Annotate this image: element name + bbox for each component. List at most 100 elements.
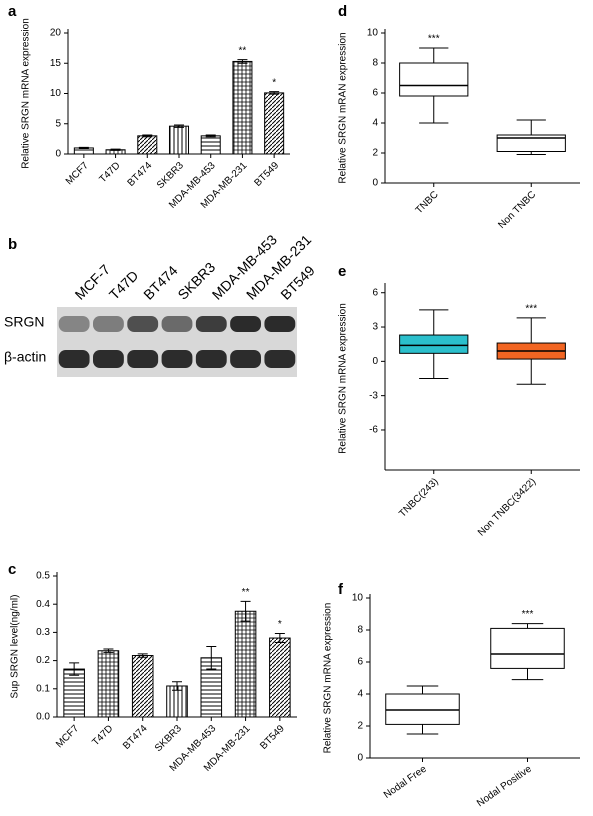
error-bar — [110, 148, 121, 151]
y-tick-label: 8 — [357, 625, 363, 636]
y-tick-label: 15 — [50, 58, 62, 69]
whisker-low — [406, 724, 439, 735]
x-tick-label: SKBR3 — [155, 160, 186, 191]
significance: *** — [428, 34, 440, 45]
y-tick-label: 4 — [357, 689, 363, 700]
bar — [234, 610, 257, 718]
band — [127, 350, 159, 368]
x-tick-label: SKBR3 — [153, 723, 184, 754]
y-tick-label: 8 — [372, 58, 378, 69]
lane-label: BT474 — [140, 262, 181, 303]
band — [264, 316, 296, 332]
error-bar — [274, 633, 285, 644]
y-axis-label: Relative SRGN mRNA expression — [338, 303, 349, 454]
y-tick-label: -6 — [369, 425, 378, 436]
whisker-high — [419, 309, 449, 336]
error-bar — [69, 662, 80, 676]
band — [58, 350, 90, 368]
bar — [232, 60, 253, 155]
x-tick-label: MCF7 — [64, 160, 91, 187]
y-axis-label: Sup SRGN level(ng/ml) — [10, 595, 21, 699]
x-tick-label: BT474 — [126, 160, 155, 189]
x-tick-label: MCF7 — [54, 723, 81, 750]
y-tick-label: 6 — [357, 657, 363, 668]
y-tick-label: 0 — [372, 178, 378, 189]
y-tick-label: 0 — [357, 753, 363, 764]
box — [399, 62, 469, 97]
error-bar — [137, 653, 148, 658]
significance: *** — [522, 609, 534, 620]
y-tick-label: 10 — [367, 28, 379, 39]
box — [490, 627, 565, 669]
bar — [269, 637, 291, 718]
error-bar — [205, 134, 216, 138]
whisker-low — [419, 353, 449, 379]
band — [195, 350, 227, 368]
y-tick-label: 3 — [372, 322, 378, 333]
bar — [131, 655, 154, 718]
significance: * — [272, 77, 276, 88]
lane-label: SKBR3 — [174, 259, 218, 303]
x-tick-label: BT474 — [121, 723, 150, 752]
band — [195, 316, 227, 332]
y-tick-label: 5 — [55, 118, 61, 129]
y-tick-label: 6 — [372, 88, 378, 99]
bar — [168, 125, 190, 155]
error-bar — [174, 124, 184, 128]
y-axis-label: Relative SRGN mRAN expression — [338, 32, 349, 183]
y-tick-label: 4 — [372, 118, 378, 129]
panel-label: c — [8, 561, 16, 578]
x-tick-label: TNBC(243) — [397, 476, 441, 520]
panel-label: d — [338, 3, 347, 20]
x-tick-label: Nodal Free — [382, 763, 429, 801]
whisker-high — [406, 685, 439, 694]
y-tick-label: 20 — [50, 28, 62, 39]
whisker-high — [516, 317, 546, 344]
whisker-high — [511, 623, 544, 629]
box — [399, 334, 469, 354]
band — [264, 350, 296, 368]
error-bar — [269, 91, 280, 95]
panel-label: f — [338, 581, 344, 598]
band — [93, 316, 124, 332]
significance: ** — [239, 45, 247, 56]
panel-label: a — [8, 3, 17, 20]
error-bar — [78, 146, 89, 150]
whisker-low — [511, 668, 544, 681]
y-tick-label: 0.0 — [36, 712, 50, 723]
band — [58, 316, 90, 332]
bar — [200, 135, 221, 155]
whisker-high — [419, 47, 449, 63]
significance: ** — [242, 587, 250, 598]
band — [230, 316, 261, 332]
x-tick-label: BT549 — [258, 723, 287, 752]
y-tick-label: 0.3 — [36, 627, 50, 638]
band — [161, 316, 193, 332]
row-label: β-actin — [4, 349, 46, 365]
bar — [137, 135, 158, 155]
error-bar — [237, 59, 248, 64]
y-tick-label: 2 — [357, 721, 363, 732]
significance: *** — [525, 304, 537, 315]
y-tick-label: 0.2 — [36, 655, 50, 666]
error-bar — [172, 681, 182, 691]
error-bar — [206, 646, 217, 670]
row-label: SRGN — [4, 314, 44, 330]
x-tick-label: T47D — [90, 723, 115, 748]
box — [496, 134, 566, 152]
x-tick-label: T47D — [97, 160, 122, 185]
y-tick-label: 10 — [352, 593, 364, 604]
y-tick-label: 10 — [50, 88, 62, 99]
whisker-high — [516, 119, 546, 135]
whisker-low — [419, 96, 449, 124]
band — [127, 316, 159, 332]
y-tick-label: 0 — [372, 356, 378, 367]
bar — [264, 92, 285, 155]
bar — [63, 668, 85, 718]
band — [93, 350, 124, 368]
y-axis-label: Relative SRGN mRNA expression — [323, 603, 334, 754]
y-tick-label: 0 — [55, 149, 61, 160]
band — [161, 350, 193, 368]
error-bar — [142, 134, 153, 138]
